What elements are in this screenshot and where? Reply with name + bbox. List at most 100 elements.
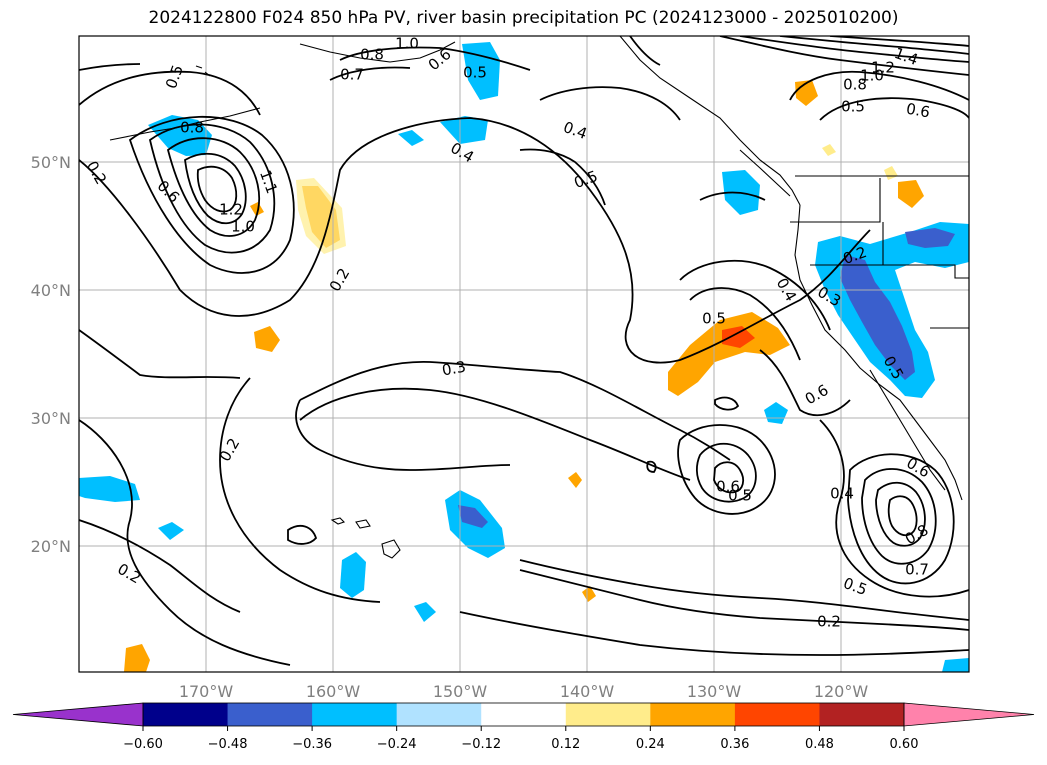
shade-negative-cal	[764, 402, 788, 424]
coast-westus	[794, 204, 963, 501]
contour-9	[519, 569, 969, 631]
colorbar-tick-label: 0.48	[805, 737, 834, 752]
contour-36	[287, 524, 318, 545]
contour-label: 0.6	[716, 478, 740, 496]
contour-34	[629, 36, 661, 66]
contour-13	[689, 287, 801, 361]
contour-label: 0.6	[802, 381, 832, 409]
contour-label: 0.7	[905, 561, 929, 579]
contour-label: 0.8	[360, 46, 384, 64]
island-hawaii-2	[355, 519, 371, 529]
colorbar-extend-right	[903, 702, 1035, 727]
colorbar-tick-label: −0.36	[292, 737, 332, 752]
axis-ticks: 170°W 160°W 150°W 140°W 130°W 120°W 50°N…	[31, 153, 869, 701]
contour-label: 0.2	[114, 560, 144, 588]
colorbar-tick-label: 0.24	[636, 737, 665, 752]
contour-label: 0.5	[728, 487, 752, 505]
contour-21	[887, 495, 918, 537]
contour-5	[299, 361, 731, 461]
lon-label-170w: 170°W	[179, 682, 234, 701]
lat-label-40n: 40°N	[31, 281, 71, 300]
map-frame	[78, 35, 970, 673]
contour-label: 1.0	[395, 35, 419, 53]
island-hawaii-1	[330, 517, 346, 525]
colorbar-tick-label: −0.12	[461, 737, 501, 752]
contour-18	[847, 453, 955, 585]
shade-positive-dateline	[254, 326, 280, 352]
shade-negative-small1	[398, 130, 424, 146]
coastlines	[109, 36, 969, 559]
colorbar-segment	[312, 703, 398, 726]
colorbar-outline	[142, 702, 905, 727]
contour-28	[829, 36, 969, 47]
map-title: 2024122800 F024 850 hPa PV, river basin …	[148, 8, 899, 28]
shade-negative-hawaii-ne-inner	[458, 505, 488, 528]
shade-positive-subtrop-core	[722, 326, 755, 348]
shade-positive-small1	[568, 472, 582, 488]
contour-35	[699, 191, 766, 201]
colorbar-tick-label: −0.60	[123, 737, 163, 752]
contour-14	[759, 349, 851, 417]
contour-26	[739, 36, 969, 63]
contour-labels: 0.50.80.20.61.21.01.10.20.70.81.00.6 0.50…	[83, 35, 933, 631]
colorbar-segment	[650, 703, 736, 726]
colorbar-segment	[227, 703, 313, 726]
colorbar-ticks: −0.60 −0.48 −0.36 −0.24 −0.12 0.12 0.24 0.36 0.4…	[123, 726, 918, 752]
shade-positive-sw	[124, 644, 150, 672]
shade-positive-small3	[822, 144, 836, 156]
colorbar-tick-label: 0.36	[720, 737, 749, 752]
shade-positive-small5	[884, 166, 898, 180]
colorbar-segment	[481, 703, 567, 726]
contour-label: 0.2	[817, 613, 841, 631]
coast-bc-islands	[739, 149, 791, 197]
shade-positive-small2	[582, 586, 596, 602]
shade-negative-hawaii-s	[340, 552, 366, 598]
colorbar-segments	[143, 703, 905, 726]
contour-2	[79, 329, 241, 379]
contour-31	[79, 63, 141, 71]
contour-15	[677, 424, 776, 515]
contour-11	[459, 611, 969, 656]
contour-label: 0.3	[441, 358, 468, 380]
contour-label: 0.7	[340, 66, 364, 84]
contour-29	[539, 86, 681, 121]
contour-low-3	[166, 137, 261, 237]
colorbar-extend-left	[12, 702, 144, 727]
contour-label: 1.0	[860, 67, 884, 85]
contour-low-4	[184, 152, 247, 225]
contour-19	[861, 468, 937, 565]
shade-positive-idaho	[898, 180, 924, 208]
contour-low-2	[148, 123, 276, 254]
lat-label-50n: 50°N	[31, 153, 71, 172]
colorbar-segment	[565, 703, 651, 726]
contour-30	[519, 148, 606, 206]
contour-low-5	[196, 165, 238, 213]
lat-label-30n: 30°N	[31, 409, 71, 428]
map-gridlines	[79, 36, 969, 672]
shade-negative-hawaii-s2	[414, 602, 436, 622]
contour-label: 0.5	[841, 98, 865, 116]
contour-label: 1.0	[231, 218, 255, 236]
colorbar: −0.60 −0.48 −0.36 −0.24 −0.12 0.12 0.24 0.36 0.4…	[12, 702, 1035, 752]
contour-low-1	[128, 115, 295, 274]
shade-positive-subtrop	[668, 312, 790, 396]
shade-negative-westcoast-inner	[840, 255, 915, 380]
contour-label: 0.5	[162, 63, 187, 92]
colorbar-tick-label: 0.12	[551, 737, 580, 752]
contour-24	[819, 97, 969, 121]
shade-negative-gulf	[440, 116, 488, 144]
contour-32	[339, 46, 531, 71]
contour-label: 0.5	[463, 64, 487, 82]
contour-label: 0.8	[902, 521, 932, 549]
shade-positive-westpac-halo	[296, 178, 346, 254]
shade-negative-interior	[905, 228, 955, 248]
contour-6	[79, 519, 241, 613]
contour-label: 0.8	[180, 119, 204, 137]
contour-8	[295, 399, 511, 471]
border-states-1	[790, 178, 881, 223]
contour-25	[719, 36, 969, 76]
colorbar-tick-label: 0.60	[890, 737, 919, 752]
lon-label-120w: 120°W	[814, 682, 869, 701]
contour-23	[789, 70, 969, 101]
